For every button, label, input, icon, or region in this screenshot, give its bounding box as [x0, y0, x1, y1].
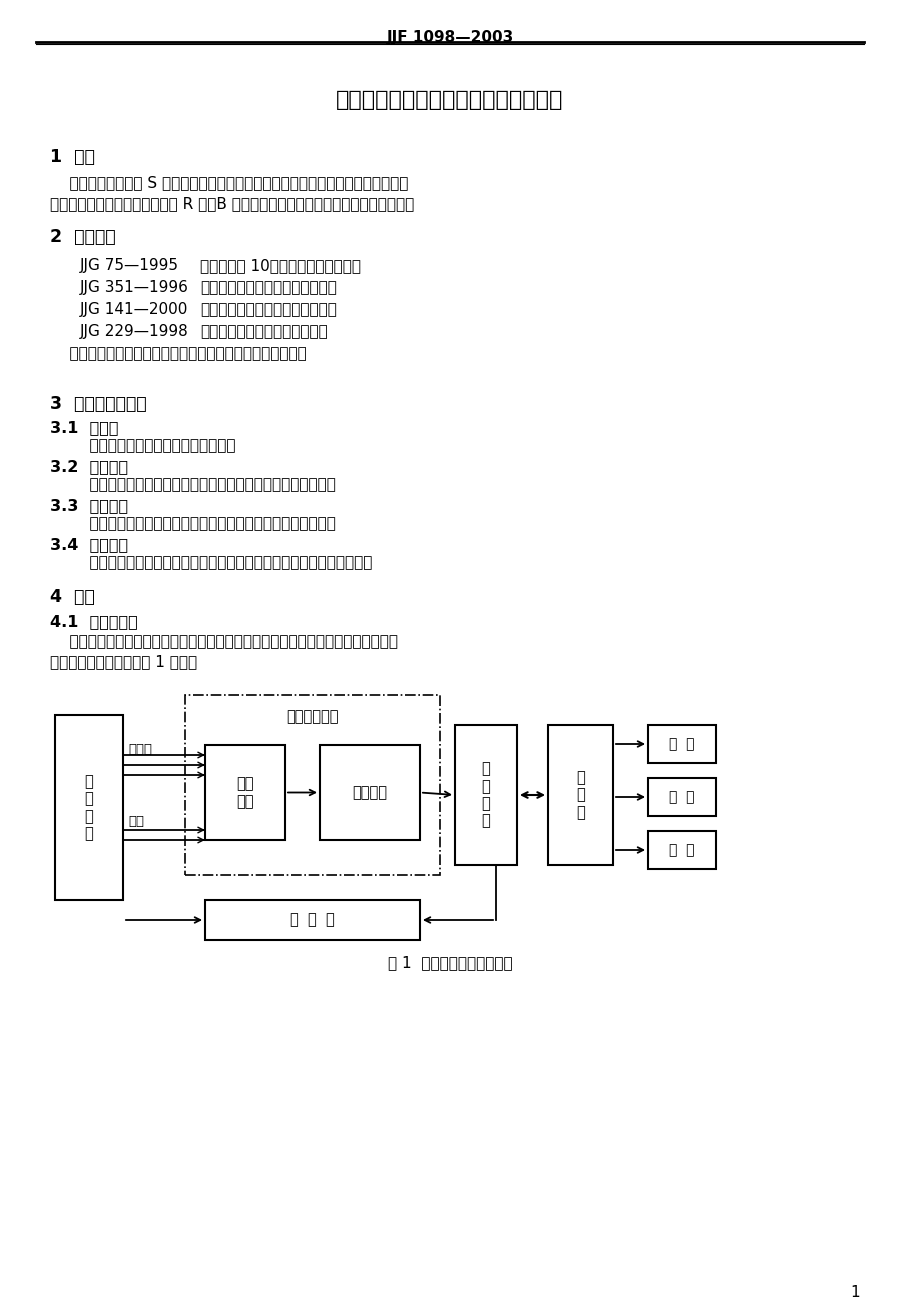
Bar — [185, 695, 440, 874]
Text: 标准器: 标准器 — [128, 742, 152, 755]
Text: 计
算
机: 计 算 机 — [576, 770, 585, 819]
Text: 《工业钓、铜热电阻检定规程》: 《工业钓、铜热电阻检定规程》 — [200, 324, 328, 339]
Bar — [648, 725, 716, 763]
Text: 恒
温
装
置: 恒 温 装 置 — [85, 774, 94, 842]
Text: 4  概述: 4 概述 — [50, 588, 94, 606]
Text: 热电偏、热电阻自动测量系统的种类很多，它可以是一体化的，也可以是由若干部: 热电偏、热电阻自动测量系统的种类很多，它可以是一体化的，也可以是由若干部 — [50, 634, 398, 650]
Text: 《工作用贵金属热电偏检定规程》: 《工作用贵金属热电偏检定规程》 — [200, 302, 337, 318]
Text: 通
讯
接
口: 通 讯 接 口 — [482, 762, 490, 829]
Bar — [548, 725, 613, 865]
Text: 使用本规范时，应注意使用上述引用文献的现行有效版本。: 使用本规范时，应注意使用上述引用文献的现行有效版本。 — [50, 346, 307, 361]
Bar — [648, 778, 716, 816]
Text: 3.3  恒温装置: 3.3 恒温装置 — [50, 498, 128, 514]
Text: 控  温  器: 控 温 器 — [290, 912, 335, 928]
Text: 泛指用于提供恒定温场的设备，如热电偏检定炉或恒温槽等。: 泛指用于提供恒定温场的设备，如热电偏检定炉或恒温槽等。 — [70, 516, 336, 531]
Text: 4.1  系统的组成: 4.1 系统的组成 — [50, 614, 138, 629]
Bar — [205, 901, 420, 940]
Text: （以下简称系统）的校准。对于 R 型、B 型标准热电偏测量系统的校准也可参照执行。: （以下简称系统）的校准。对于 R 型、B 型标准热电偏测量系统的校准也可参照执行… — [50, 196, 414, 210]
Text: JJG 351—1996: JJG 351—1996 — [80, 280, 189, 295]
Text: 3.2  电测仪表: 3.2 电测仪表 — [50, 459, 128, 474]
Text: 图 1  测量系统的典型结构图: 图 1 测量系统的典型结构图 — [388, 955, 512, 970]
Text: 1  范围: 1 范围 — [50, 148, 94, 166]
Bar — [205, 745, 285, 840]
Text: 《工作用廉金属热电偏检定规程》: 《工作用廉金属热电偏检定规程》 — [200, 280, 337, 295]
Text: 本校准规范适用于 S 型二等标准热电偏、工作用热电偏和工业热电阻自动测量系统: 本校准规范适用于 S 型二等标准热电偏、工作用热电偏和工业热电阻自动测量系统 — [50, 175, 409, 190]
Text: 3.1  标准器: 3.1 标准器 — [50, 420, 119, 435]
Bar — [455, 725, 517, 865]
Bar — [320, 745, 420, 840]
Text: 件构成的。典型结构如图 1 所示。: 件构成的。典型结构如图 1 所示。 — [50, 654, 197, 669]
Text: JJG 141—2000: JJG 141—2000 — [80, 302, 188, 318]
Text: 扫描
开关: 扫描 开关 — [236, 776, 254, 809]
Text: 被校: 被校 — [128, 816, 144, 829]
Bar — [648, 831, 716, 869]
Text: 显  示: 显 示 — [670, 737, 695, 752]
Text: 保  存: 保 存 — [670, 843, 695, 857]
Text: JJG 229—1998: JJG 229—1998 — [80, 324, 189, 339]
Text: 2  引用文献: 2 引用文献 — [50, 227, 115, 246]
Text: 打  印: 打 印 — [670, 789, 695, 804]
Text: 《标准钓钓 10－钓热电偏检定规程》: 《标准钓钓 10－钓热电偏检定规程》 — [200, 257, 361, 273]
Text: 1: 1 — [850, 1285, 860, 1300]
Text: JJF 1098—2003: JJF 1098—2003 — [386, 30, 514, 44]
Text: 多路数据采集: 多路数据采集 — [286, 708, 338, 724]
Text: 热电偏、热电阻自动测量系统校准规范: 热电偏、热电阻自动测量系统校准规范 — [337, 90, 563, 110]
Text: 3.4  扫描开关: 3.4 扫描开关 — [50, 537, 128, 552]
Text: 指标准热电偏或标准钓电阻温度计。: 指标准热电偏或标准钓电阻温度计。 — [70, 438, 236, 454]
Text: 3  术语和计量单位: 3 术语和计量单位 — [50, 395, 147, 413]
Text: 指用于切换数据采集通道的装置，又称为多路转换开关或电子扫描器。: 指用于切换数据采集通道的装置，又称为多路转换开关或电子扫描器。 — [70, 555, 373, 570]
Text: JJG 75—1995: JJG 75—1995 — [80, 257, 179, 273]
Text: 电测仪表: 电测仪表 — [353, 786, 388, 800]
Bar — [55, 715, 123, 901]
Text: 指用于测量电信号的测量仪表，如电位差计、数字多用表等。: 指用于测量电信号的测量仪表，如电位差计、数字多用表等。 — [70, 477, 336, 491]
